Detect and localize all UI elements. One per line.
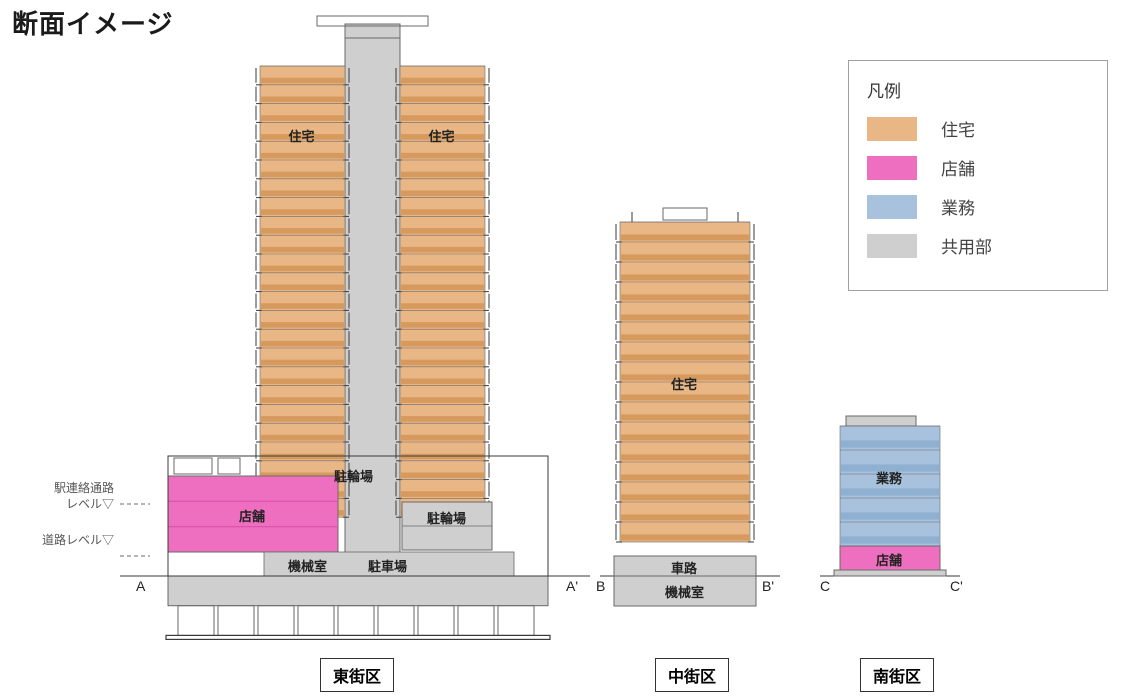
marker-a-prime: A' — [566, 578, 578, 594]
label-south-office: 業務 — [876, 468, 902, 487]
label-bike-park-2: 駐輪場 — [427, 508, 466, 527]
note-station-level: 駅連絡通路レベル▽ — [0, 480, 114, 512]
label-bike-park: 駐輪場 — [334, 466, 373, 485]
marker-b: B — [596, 578, 605, 594]
marker-c: C — [820, 578, 830, 594]
label-residence-left: 住宅 — [289, 126, 315, 145]
marker-b-prime: B' — [762, 578, 774, 594]
label-mid-residence: 住宅 — [671, 374, 697, 393]
label-south-retail: 店舗 — [876, 550, 902, 569]
caption-east: 東街区 — [320, 658, 394, 692]
label-car-park: 駐車場 — [368, 556, 407, 575]
label-residence-right: 住宅 — [429, 126, 455, 145]
label-mech-room: 機械室 — [288, 556, 327, 575]
label-retail: 店舗 — [239, 506, 265, 525]
note-road-level: 道路レベル▽ — [0, 532, 114, 548]
diagram-stage: 東街区 中街区 南街区 A A' B B' C C' 住宅 住宅 駐輪場 駐輪場… — [120, 10, 860, 690]
label-mid-lane: 車路 — [671, 558, 697, 577]
caption-middle: 中街区 — [655, 658, 729, 692]
label-mid-mech: 機械室 — [665, 582, 704, 601]
section-svg — [120, 10, 980, 690]
caption-south: 南街区 — [860, 658, 934, 692]
marker-a: A — [136, 578, 145, 594]
marker-c-prime: C' — [950, 578, 963, 594]
